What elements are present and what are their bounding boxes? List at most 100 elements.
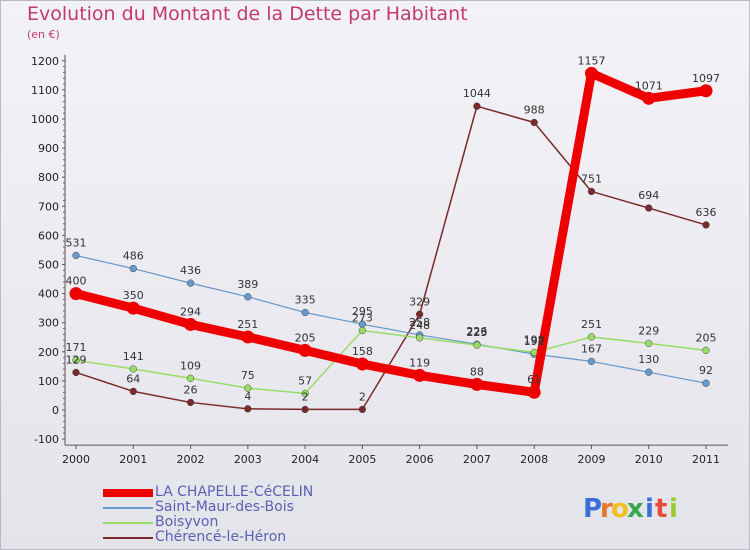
data-label: 531 [66, 236, 87, 249]
data-label: 26 [184, 383, 198, 396]
data-point [530, 118, 538, 127]
data-point [415, 334, 424, 342]
data-label: 61 [527, 373, 541, 386]
data-point [702, 346, 710, 354]
data-label: 92 [699, 364, 713, 377]
data-label: 1044 [463, 87, 491, 100]
data-point [244, 293, 252, 301]
data-point [645, 339, 653, 348]
data-point [186, 279, 195, 287]
chart-subtitle: (en €) [27, 28, 60, 41]
data-point [699, 84, 713, 98]
data-point [355, 357, 369, 371]
y-tick-label: -100 [34, 433, 59, 446]
legend-label: Boisyvon [155, 514, 219, 530]
logo-letter: r [600, 494, 613, 524]
data-point [186, 398, 195, 407]
y-tick-label: 900 [38, 142, 59, 155]
series-line [75, 254, 707, 384]
data-label: 248 [409, 319, 430, 332]
data-label: 2 [302, 390, 309, 403]
logo-letter: x [627, 494, 644, 524]
axes: 1200110010009008007006005004003002001000… [31, 54, 728, 466]
data-label: 486 [123, 250, 144, 263]
data-point [244, 384, 252, 392]
legend-swatch [103, 522, 153, 524]
data-label: 2 [359, 390, 366, 403]
chart-title: Evolution du Montant de la Dette par Hab… [27, 3, 468, 25]
data-label: 75 [241, 369, 255, 382]
y-tick-label: 0 [52, 404, 59, 417]
data-point [642, 91, 656, 105]
data-label: 389 [237, 278, 258, 291]
legend-label: LA CHAPELLE-CéCELIN [155, 484, 314, 500]
data-label: 329 [409, 295, 430, 308]
logo-letter: i [669, 494, 678, 524]
data-point [470, 377, 484, 391]
data-point [473, 102, 481, 110]
data-label: 226 [466, 325, 487, 338]
data-point [702, 379, 710, 387]
data-point [645, 368, 653, 376]
data-label: 223 [466, 326, 487, 339]
data-label: 198 [524, 333, 545, 346]
data-point [301, 308, 309, 317]
data-label: 129 [66, 353, 87, 366]
legend-label: Chérencé-le-Héron [155, 529, 287, 545]
data-point [186, 374, 195, 382]
data-label: 192 [524, 335, 545, 348]
data-label: 109 [180, 359, 201, 372]
y-tick-label: 700 [38, 200, 59, 213]
data-label: 636 [696, 206, 717, 219]
data-point [587, 357, 596, 366]
data-point [184, 317, 198, 331]
data-label: 229 [638, 324, 659, 337]
x-tick-label: 2004 [291, 453, 319, 466]
y-tick-label: 300 [38, 317, 59, 330]
x-tick-label: 2003 [234, 453, 262, 466]
data-point [129, 387, 137, 396]
data-point [126, 301, 140, 315]
data-point [415, 310, 424, 318]
data-point [587, 187, 596, 196]
logo-letter: t [655, 494, 667, 524]
data-label: 258 [409, 316, 430, 329]
y-tick-label: 500 [38, 259, 59, 272]
y-tick-label: 100 [38, 375, 59, 388]
data-point [129, 264, 137, 273]
data-point [413, 368, 427, 382]
data-labels: 400 350 294 251 205 158 119 88 61 1157 1071 1097 531… [66, 54, 721, 403]
x-tick-label: 2000 [62, 453, 90, 466]
series-line [75, 329, 707, 395]
logo-letter: i [645, 494, 654, 524]
data-label: 4 [244, 390, 251, 403]
data-label: 251 [237, 318, 258, 331]
data-point [72, 356, 80, 364]
series-line [71, 68, 711, 397]
data-label: 294 [180, 305, 201, 318]
data-label: 350 [123, 289, 144, 302]
legend-swatch [103, 537, 153, 539]
data-label: 158 [352, 345, 373, 358]
x-tick-label: 2011 [692, 453, 720, 466]
data-point [301, 389, 309, 398]
legend-swatch [103, 489, 153, 497]
x-tick-label: 2010 [635, 453, 663, 466]
data-point [702, 221, 710, 229]
data-label: 167 [581, 342, 602, 355]
data-point [298, 343, 312, 357]
x-tick-label: 2002 [177, 453, 205, 466]
y-tick-label: 600 [38, 229, 59, 242]
x-tick-label: 2007 [463, 453, 491, 466]
data-label: 57 [298, 374, 312, 387]
data-label: 988 [524, 103, 545, 116]
x-tick-label: 2009 [577, 453, 605, 466]
y-tick-label: 400 [38, 288, 59, 301]
x-tick-label: 2006 [406, 453, 434, 466]
data-label: 130 [638, 353, 659, 366]
data-label: 1157 [577, 54, 605, 67]
x-tick-label: 2008 [520, 453, 548, 466]
